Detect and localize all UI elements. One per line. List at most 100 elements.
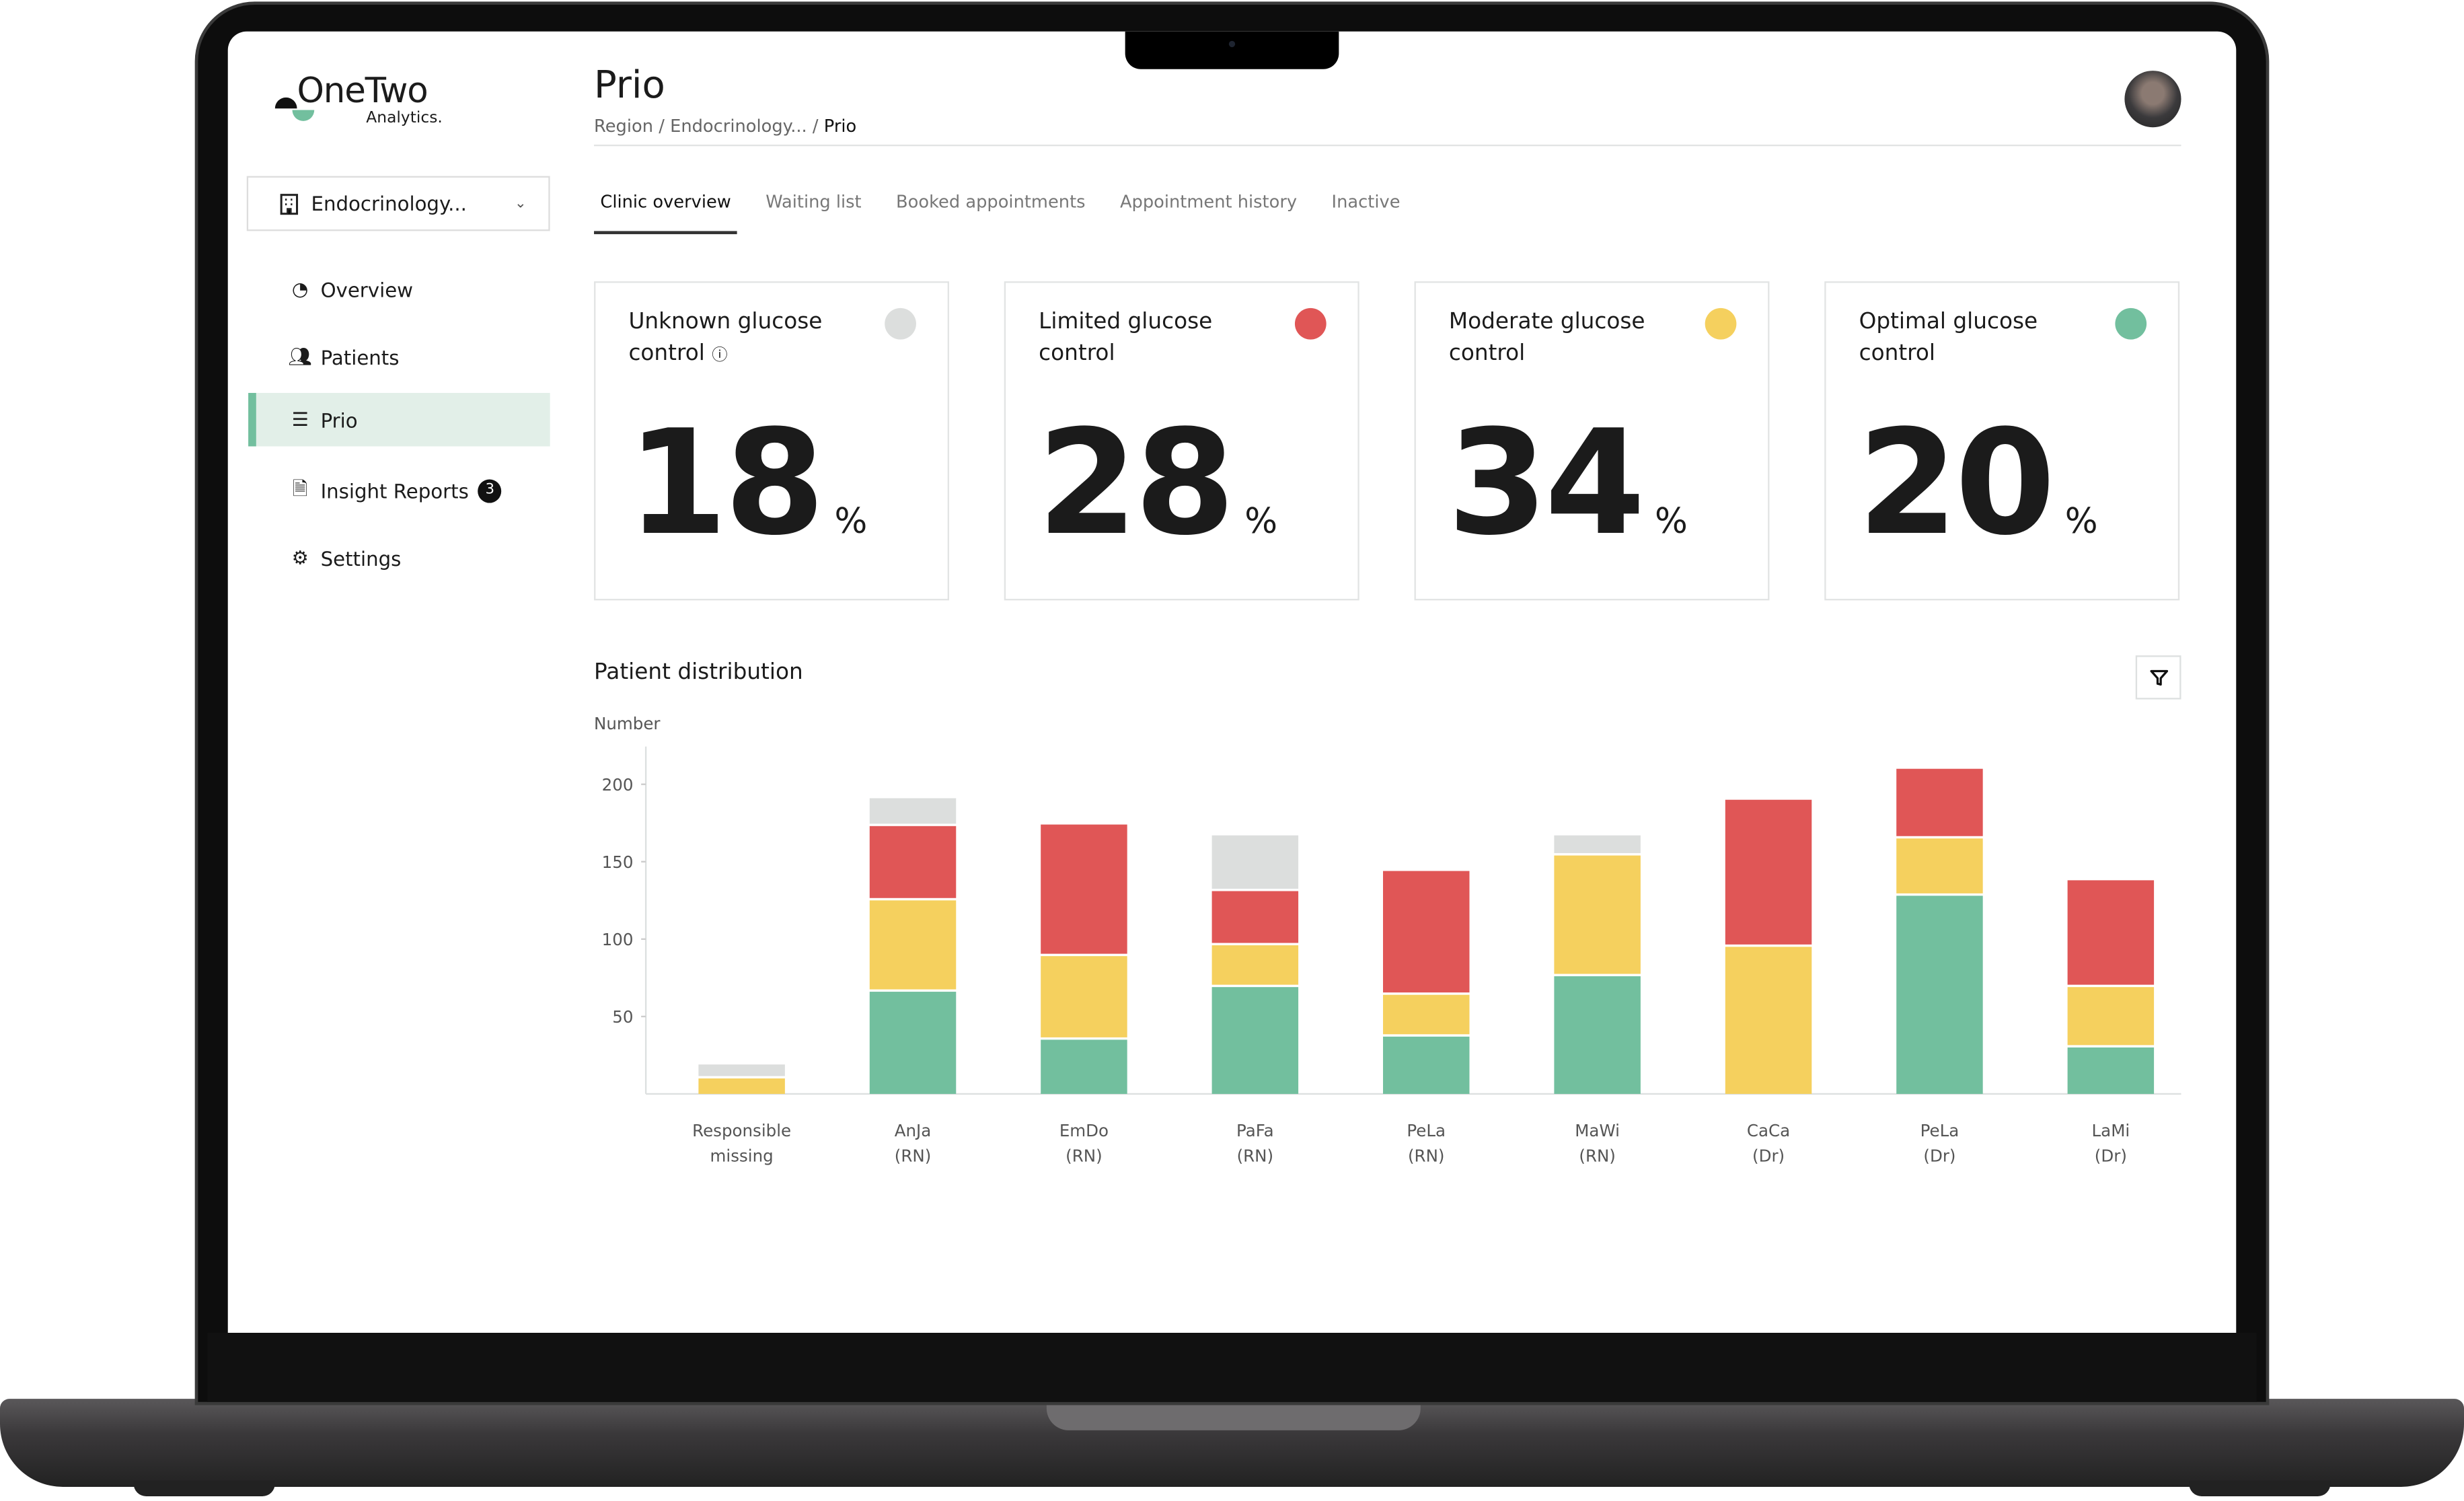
- breadcrumb-region[interactable]: Region: [594, 116, 654, 137]
- x-tick-label: CaCa: [1747, 1121, 1790, 1140]
- x-tick-label: EmDo: [1059, 1121, 1109, 1140]
- page-title: Prio: [594, 63, 665, 107]
- sidebar-item-label: Patients: [320, 344, 400, 369]
- logo-subtitle: Analytics.: [366, 110, 443, 128]
- x-tick-label: (RN): [1579, 1146, 1616, 1165]
- card-moderate-glucose: Moderate glucose control 34%: [1414, 281, 1770, 601]
- bar-segment-moderate[interactable]: [1041, 956, 1127, 1037]
- bar-segment-moderate[interactable]: [1554, 855, 1641, 974]
- sidebar-item-settings[interactable]: ⚙︎ Settings: [248, 532, 550, 585]
- sidebar-item-overview[interactable]: ◔ Overview: [248, 262, 550, 316]
- report-icon: 🗎︎: [292, 477, 308, 499]
- x-tick-label: (Dr): [1752, 1146, 1785, 1165]
- bar-segment-unknown[interactable]: [1554, 835, 1641, 854]
- building-icon: [280, 192, 299, 215]
- x-tick-label: AnJa: [895, 1121, 932, 1140]
- clinic-select[interactable]: Endocrinology... ⌄: [246, 176, 550, 231]
- x-tick-label: missing: [710, 1146, 774, 1165]
- camera-notch: [1125, 31, 1339, 69]
- y-tick-label: 50: [612, 1007, 633, 1027]
- notification-badge: 3: [478, 478, 502, 503]
- card-unit: %: [1654, 503, 1688, 542]
- camera-icon: [1228, 40, 1236, 48]
- bar-segment-moderate[interactable]: [869, 900, 957, 990]
- x-tick-label: LaMi: [2092, 1121, 2130, 1140]
- card-value: 18: [627, 399, 825, 568]
- card-title: Limited glucose control: [1039, 309, 1213, 367]
- avatar[interactable]: [2124, 71, 2181, 128]
- x-tick-label: PeLa: [1920, 1121, 1959, 1140]
- y-tick-label: 150: [602, 852, 634, 872]
- bar-segment-optimal[interactable]: [1041, 1039, 1127, 1094]
- pie-chart-icon: ◔: [291, 278, 309, 301]
- bar-segment-unknown[interactable]: [1211, 835, 1299, 889]
- bar-segment-limited[interactable]: [1725, 799, 1812, 945]
- bar-segment-moderate[interactable]: [1211, 945, 1299, 985]
- breadcrumb-clinic[interactable]: Endocrinology...: [670, 116, 807, 137]
- bar-segment-optimal[interactable]: [1211, 987, 1299, 1094]
- bar-segment-unknown[interactable]: [869, 798, 957, 824]
- breadcrumb-current: Prio: [823, 116, 857, 137]
- tab-appointment-history[interactable]: Appointment history: [1119, 192, 1298, 213]
- section-title: Patient distribution: [594, 660, 803, 686]
- tab-inactive[interactable]: Inactive: [1331, 192, 1401, 213]
- x-tick-label: Responsible: [692, 1121, 791, 1140]
- filter-icon: [2149, 669, 2167, 686]
- clinic-select-value: Endocrinology...: [311, 192, 467, 216]
- bar-segment-optimal[interactable]: [1554, 976, 1641, 1094]
- header-divider: [594, 144, 2181, 147]
- x-tick-label: (RN): [1237, 1146, 1274, 1165]
- tab-bar: Clinic overview Waiting list Booked appo…: [594, 188, 1429, 235]
- sidebar-item-insight-reports[interactable]: 🗎︎ Insight Reports 3: [248, 464, 550, 517]
- laptop-chin: [207, 1333, 2257, 1402]
- bar-segment-moderate[interactable]: [1383, 994, 1470, 1035]
- sidebar-item-label: Settings: [320, 546, 402, 570]
- card-unit: %: [2064, 503, 2098, 542]
- tab-clinic-overview[interactable]: Clinic overview: [594, 188, 738, 235]
- x-tick-label: PaFa: [1236, 1121, 1274, 1140]
- bar-segment-limited[interactable]: [1896, 768, 1983, 836]
- bar-segment-unknown[interactable]: [698, 1064, 785, 1076]
- card-unknown-glucose: Unknown glucose control ⓘ 18%: [594, 281, 950, 601]
- bar-segment-moderate[interactable]: [1896, 838, 1983, 893]
- info-icon[interactable]: ⓘ: [712, 347, 728, 365]
- breadcrumb: Region / Endocrinology... / Prio: [594, 116, 856, 137]
- bar-segment-limited[interactable]: [1041, 824, 1127, 954]
- app-screen: OneTwo Analytics. Endocrinology... ⌄ ◔ Ov…: [227, 31, 2237, 1333]
- status-dot: [885, 307, 916, 340]
- sidebar-item-patients[interactable]: 👥︎ Patients: [248, 330, 550, 383]
- bar-segment-optimal[interactable]: [2067, 1047, 2155, 1094]
- tab-booked-appointments[interactable]: Booked appointments: [896, 192, 1086, 213]
- filter-button[interactable]: [2135, 655, 2181, 700]
- x-tick-label: (Dr): [1923, 1146, 1955, 1165]
- bar-segment-limited[interactable]: [1211, 891, 1299, 943]
- sidebar-item-label: Insight Reports: [320, 478, 469, 503]
- bar-segment-optimal[interactable]: [1896, 895, 1983, 1094]
- x-tick-label: MaWi: [1575, 1121, 1620, 1140]
- logo-name: OneTwo: [297, 72, 428, 112]
- bar-segment-limited[interactable]: [1383, 871, 1470, 993]
- card-optimal-glucose: Optimal glucose control 20%: [1824, 281, 2180, 601]
- tab-waiting-list[interactable]: Waiting list: [766, 192, 862, 213]
- bar-segment-moderate[interactable]: [698, 1078, 785, 1094]
- bar-segment-limited[interactable]: [2067, 880, 2155, 985]
- status-dot: [1705, 307, 1737, 340]
- bar-segment-optimal[interactable]: [1383, 1036, 1470, 1094]
- laptop-foot: [2189, 1480, 2331, 1496]
- x-tick-label: (RN): [1066, 1146, 1103, 1165]
- bar-segment-moderate[interactable]: [1725, 947, 1812, 1094]
- logo-mark-icon: [274, 97, 315, 121]
- card-title: Optimal glucose control: [1859, 309, 2038, 367]
- x-tick-label: (Dr): [2095, 1146, 2127, 1165]
- sidebar-item-prio[interactable]: ☰ Prio: [248, 393, 550, 447]
- bar-segment-optimal[interactable]: [869, 992, 957, 1094]
- gear-icon: ⚙︎: [291, 546, 309, 569]
- x-tick-label: PeLa: [1407, 1121, 1446, 1140]
- x-tick-label: (RN): [1408, 1146, 1445, 1165]
- bar-segment-limited[interactable]: [869, 826, 957, 898]
- y-axis-label: Number: [594, 714, 661, 733]
- bar-segment-moderate[interactable]: [2067, 987, 2155, 1046]
- y-tick-label: 100: [602, 930, 634, 949]
- card-value: 28: [1037, 399, 1235, 568]
- y-tick-label: 200: [602, 775, 634, 795]
